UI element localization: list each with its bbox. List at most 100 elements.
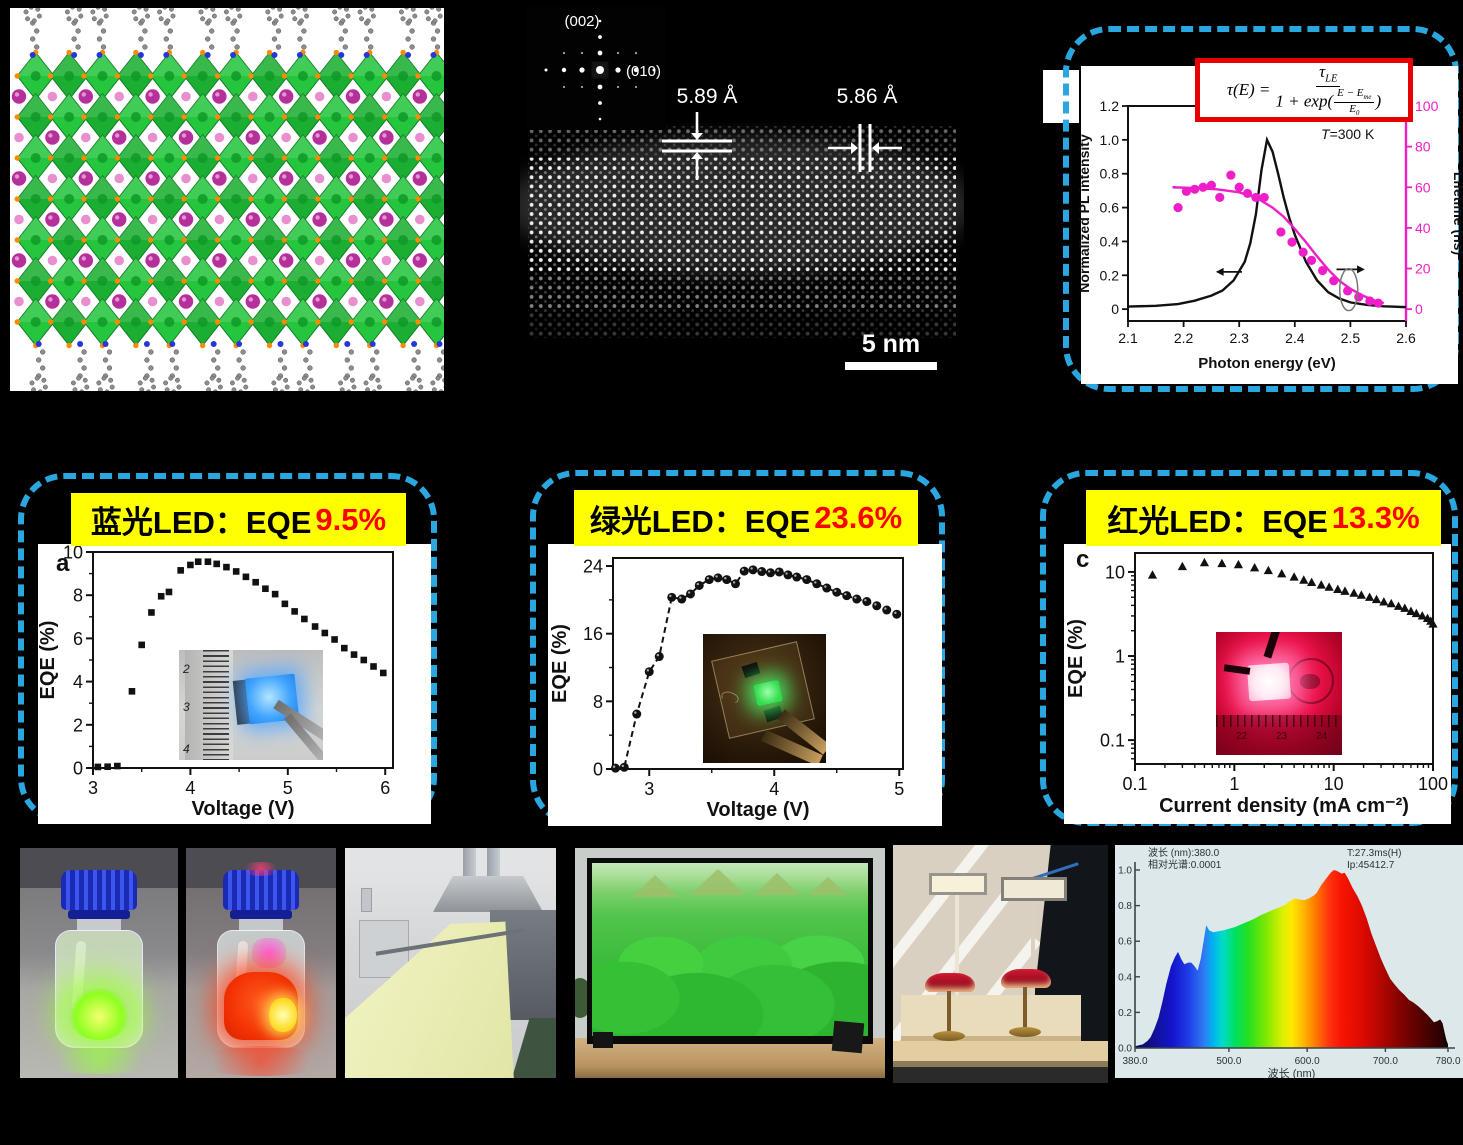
carbon-atom [425, 16, 431, 22]
lifetime-point [1298, 247, 1308, 257]
carbon-atom [229, 4, 234, 10]
data-point [194, 558, 202, 566]
lifetime-point [1306, 255, 1317, 265]
cation [314, 255, 325, 266]
carbon-atom [209, 28, 215, 34]
carbon-atom [365, 387, 371, 393]
carbon-atom [139, 387, 145, 393]
carbon-atom [340, 18, 346, 24]
carbon-atom [435, 375, 441, 381]
green-luminescence [67, 988, 131, 1040]
y-tick-label: 0.2 [1118, 1008, 1132, 1019]
desk-hutch [901, 995, 1081, 1041]
carbon-atom [368, 375, 374, 381]
lifetime-point [1206, 180, 1216, 190]
carbon-atom [100, 44, 107, 50]
y-tick-label: 0.4 [1100, 233, 1120, 249]
carbon-atom [415, 349, 421, 355]
carbon-atom [376, 384, 382, 390]
cation [178, 130, 194, 145]
data-point [252, 578, 259, 586]
carbon-atom [406, 387, 412, 393]
carbon-atom [351, 384, 357, 390]
carbon-atom [70, 380, 76, 386]
nitrogen-atom [29, 52, 36, 58]
data-point [654, 652, 664, 662]
carbon-atom [29, 380, 35, 386]
nitrogen-atom [338, 52, 345, 58]
carbon-atom [272, 387, 278, 393]
cation [279, 253, 294, 268]
carbon-atom [225, 16, 231, 22]
atomic-lattice [528, 312, 956, 338]
carbon-atom [270, 4, 276, 10]
right-tick-label: 40 [1415, 220, 1431, 236]
carbon-atom [230, 36, 236, 42]
data-point [783, 570, 793, 580]
hill [690, 869, 746, 895]
cation [214, 214, 225, 225]
y-tick-label: 0.4 [1118, 972, 1132, 983]
y-tick-label: 0.6 [1118, 937, 1132, 948]
yellow-hotspot [268, 998, 297, 1032]
nitrogen-atom [204, 52, 211, 58]
carbon-atom [28, 4, 34, 10]
lifetime-point [1276, 227, 1286, 237]
carbon-atom [142, 28, 148, 34]
carbon-atom [404, 4, 409, 10]
carbon-atom [305, 389, 310, 395]
red-desk-lamp [923, 973, 977, 1047]
cation [147, 296, 158, 307]
carbon-atom [304, 13, 310, 19]
carbon-atom [34, 28, 40, 34]
x-tick-label: 1 [1229, 774, 1239, 794]
cation [248, 255, 258, 266]
carbon-atom [73, 18, 79, 24]
data-point [94, 763, 102, 771]
carbon-atom [108, 377, 114, 383]
data-point [311, 623, 319, 630]
carbon-atom [148, 349, 154, 355]
x-tick-label: 2.2 [1174, 330, 1194, 346]
carbon-atom [84, 384, 90, 390]
x-tick-label: 10 [1324, 774, 1344, 794]
carbon-atom [41, 377, 47, 383]
carbon-atom [234, 44, 240, 50]
carbon-atom [133, 16, 139, 22]
y-axis-label: EQE (%) [1065, 619, 1087, 698]
x-tick-label: 2.4 [1285, 330, 1305, 346]
green-powder-vial-photo [20, 848, 178, 1078]
cation [78, 89, 94, 104]
cation [181, 255, 191, 266]
television [587, 858, 873, 1044]
carbon-atom [40, 365, 46, 371]
nitrogen-atom [271, 52, 278, 58]
x-tick-label: 0.1 [1122, 774, 1147, 794]
carbon-atom [275, 28, 282, 34]
cation [81, 296, 91, 307]
vial-cap-ring [230, 910, 292, 919]
carbon-atom [78, 13, 84, 19]
carbon-atom [70, 4, 75, 10]
lamp-shade [925, 973, 975, 992]
nitrogen-atom [436, 341, 443, 347]
carbon-atom [138, 36, 144, 42]
y-axis-label: EQE (%) [549, 624, 571, 703]
carbon-atom [75, 28, 81, 34]
carbon-atom [34, 44, 40, 50]
nitrogen-atom [344, 341, 351, 347]
data-point [321, 629, 329, 637]
carbon-atom [307, 365, 313, 371]
cation [11, 253, 27, 268]
carbon-atom [144, 357, 150, 363]
cation [47, 173, 58, 184]
lamp-pole [955, 895, 959, 995]
carbon-atom [344, 357, 350, 363]
data-point [619, 762, 629, 772]
table-reflection [196, 1046, 326, 1076]
carbon-atom [149, 377, 155, 383]
data-point [1233, 559, 1244, 569]
carbon-atom [204, 380, 210, 386]
data-point [611, 763, 620, 773]
cation [14, 132, 24, 143]
